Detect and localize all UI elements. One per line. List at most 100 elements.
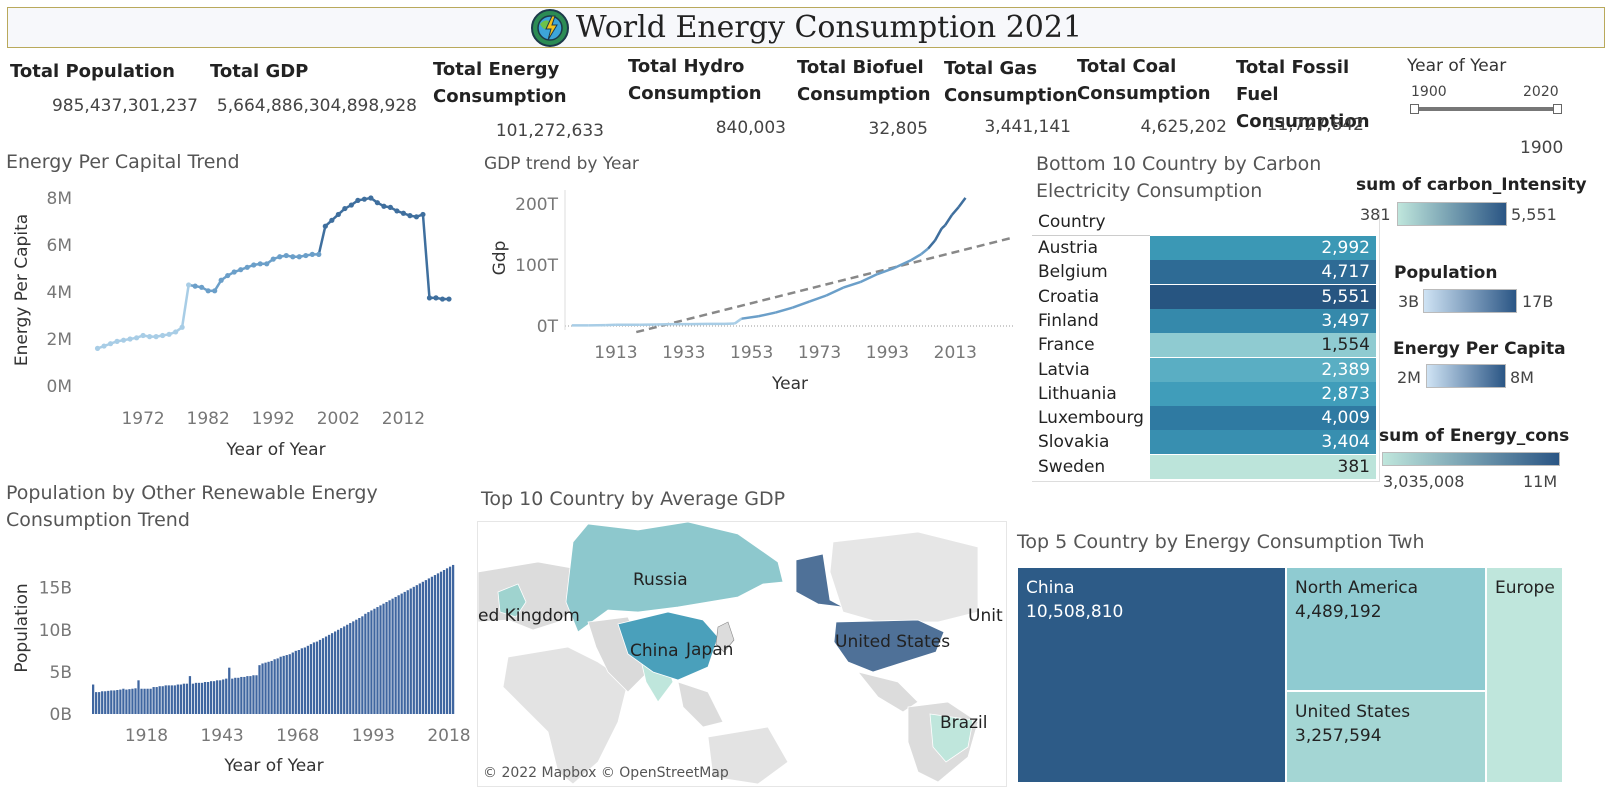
table-row[interactable]: Sweden 381: [1032, 454, 1380, 480]
series-line-segment: [940, 224, 946, 230]
kpi-gas-label: Total Gas Consumption: [944, 58, 1078, 106]
year-slider-handle-start[interactable]: [1410, 104, 1419, 114]
data-point: [127, 336, 133, 342]
bar: [98, 692, 101, 714]
series-line-segment: [957, 197, 967, 208]
bar: [240, 676, 243, 714]
bar: [337, 629, 340, 714]
y-axis-label: Gdp: [490, 241, 510, 276]
treemap-title: Top 5 Country by Energy Consumption Twh: [1017, 531, 1425, 553]
bar: [442, 570, 446, 714]
data-point: [140, 332, 146, 339]
bar: [146, 688, 149, 714]
year-slider-handle-end[interactable]: [1553, 104, 1562, 114]
table-row[interactable]: Luxembourg 4,009: [1032, 406, 1380, 431]
x-tick-label: 1968: [276, 726, 319, 746]
world-map-svg: [478, 522, 979, 785]
carbon-table-title: Bottom 10 Country by Carbon Electricity …: [1036, 153, 1322, 202]
table-row[interactable]: France 1,554: [1032, 333, 1380, 358]
table-row[interactable]: Finland 3,497: [1032, 308, 1380, 334]
y-tick-label: 4M: [47, 283, 72, 303]
data-point: [94, 345, 101, 351]
bar: [113, 690, 116, 714]
series-line-segment: [933, 227, 943, 242]
legend-max: 5,551: [1511, 205, 1557, 224]
series-line-segment: [842, 280, 861, 289]
data-point: [101, 343, 107, 349]
map-africa: [502, 646, 629, 785]
data-point: [225, 272, 231, 279]
bar: [367, 612, 370, 714]
trend-line: [635, 236, 1014, 334]
legend-title: Energy Per Capita: [1393, 339, 1566, 359]
table-row[interactable]: Lithuania 2,873: [1032, 381, 1380, 407]
map-label-russia: Russia: [633, 570, 688, 590]
bar: [173, 685, 176, 714]
treemap-cell-china[interactable]: China 10,508,810: [1017, 567, 1286, 783]
bar: [303, 647, 307, 714]
data-point: [290, 254, 296, 260]
bar: [267, 661, 270, 714]
x-tick-label: 2002: [317, 409, 360, 429]
bar: [376, 607, 379, 714]
map-uk[interactable]: [497, 583, 527, 618]
data-point: [387, 204, 394, 210]
table-row[interactable]: Slovakia 3,404: [1032, 430, 1380, 455]
table-cell-country: Luxembourg: [1038, 408, 1144, 429]
data-point: [303, 252, 309, 259]
bar: [228, 667, 231, 714]
table-cell-value: 4,717: [1150, 260, 1376, 285]
y-axis-label: Energy Per Capita: [12, 214, 32, 366]
x-tick-label: 2012: [382, 409, 425, 429]
y-tick-label: 5B: [50, 663, 72, 683]
table-row[interactable]: Belgium 4,717: [1032, 260, 1380, 285]
year-filter-label: Year of Year: [1407, 56, 1507, 76]
bar: [448, 566, 452, 714]
bar: [300, 648, 303, 714]
bar: [137, 680, 140, 714]
series-line-segment: [927, 239, 936, 250]
map-usa[interactable]: [833, 619, 945, 673]
energy-globe-icon: [530, 8, 569, 47]
treemap-cell-name: Europe: [1495, 578, 1555, 598]
kpi-energy-value: 101,272,633: [495, 121, 604, 141]
bar: [361, 616, 364, 714]
map-china[interactable]: [617, 611, 719, 681]
dashboard-title-bar: World Energy Consumption 2021: [7, 7, 1605, 48]
table-row[interactable]: Austria 2,992: [1032, 236, 1380, 261]
y-axis-label: Population: [12, 583, 32, 672]
kpi-fossil-label: Total Fossil Fuel Consumption: [1236, 57, 1370, 132]
series-line-segment: [859, 273, 878, 284]
map-japan[interactable]: [715, 621, 735, 653]
x-tick-label: 2013: [934, 343, 977, 363]
bar: [219, 680, 222, 714]
bar: [424, 580, 428, 714]
kpi-fossil-value: 11,727,842: [1266, 115, 1364, 135]
bar: [188, 676, 192, 714]
table-row[interactable]: Croatia 5,551: [1032, 284, 1380, 310]
year-slider-track[interactable]: [1414, 107, 1558, 111]
bar: [261, 663, 264, 714]
treemap-cell-europe[interactable]: Europe: [1486, 567, 1563, 783]
bar: [343, 626, 346, 714]
y-tick-label: 2M: [47, 330, 72, 350]
bar: [421, 581, 424, 714]
bar: [418, 583, 421, 714]
map-brazil[interactable]: [929, 713, 974, 763]
bar: [327, 634, 331, 714]
table-divider: [1032, 235, 1150, 236]
year-filter-min: 1900: [1411, 84, 1447, 100]
data-point: [426, 295, 433, 301]
treemap-cell-north-america[interactable]: North America 4,489,192: [1286, 567, 1486, 691]
kpi-population-label: Total Population: [10, 61, 175, 82]
gdp-trend-chart: 200T 100T 0T 1913 1933 1953 1973 1993 2013 Year Gd…: [490, 190, 1014, 394]
data-point: [251, 262, 257, 268]
bar: [291, 652, 294, 714]
treemap-cell-united-states[interactable]: United States 3,257,594: [1286, 691, 1486, 783]
world-map[interactable]: Russia ed Kingdom China Japan United Sta…: [477, 521, 1007, 787]
data-point: [107, 341, 114, 347]
bar: [131, 688, 134, 714]
year-filter-value: 1900: [1520, 138, 1564, 158]
bar: [234, 677, 237, 714]
table-row[interactable]: Latvia 2,389: [1032, 357, 1380, 383]
